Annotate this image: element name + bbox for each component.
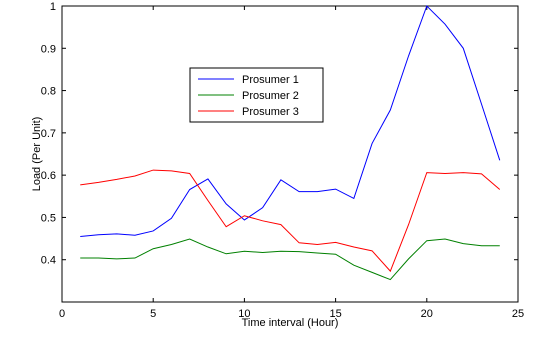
plot-border: [61, 5, 519, 303]
series-line-2: [80, 238, 500, 281]
x-axis: 0 5 10 15 20 25: [59, 6, 524, 320]
series-line-1: [80, 5, 501, 237]
legend-label-2: Prosumer 2: [242, 90, 299, 102]
legend-label-3: Prosumer 3: [242, 106, 299, 118]
y-tick-label: 0.5: [41, 212, 56, 224]
series-line-3: [80, 169, 501, 273]
y-axis-label: Load (Per Unit): [31, 117, 43, 192]
y-tick-label: 0.4: [41, 255, 56, 267]
legend-label-1: Prosumer 1: [242, 74, 299, 86]
y-tick-label: 0.8: [41, 86, 56, 98]
x-tick-label: 10: [238, 308, 250, 320]
x-tick-label: 0: [59, 308, 65, 320]
y-axis: 0.4 0.5 0.6 0.7 0.8 0.9 1: [41, 1, 518, 267]
y-tick-label: 0.6: [41, 170, 56, 182]
x-tick-label: 20: [421, 308, 433, 320]
y-tick-label: 0.9: [41, 43, 56, 55]
x-tick-label: 25: [512, 308, 524, 320]
x-tick-label: 15: [329, 308, 341, 320]
y-tick-label: 0.7: [41, 128, 56, 140]
x-tick-label: 5: [150, 308, 156, 320]
y-tick-label: 1: [50, 1, 56, 13]
legend: Prosumer 1 Prosumer 2 Prosumer 3: [189, 67, 324, 123]
plot-area: [61, 5, 519, 303]
series-layer: [80, 5, 501, 281]
x-axis-label: Time interval (Hour): [242, 317, 339, 329]
